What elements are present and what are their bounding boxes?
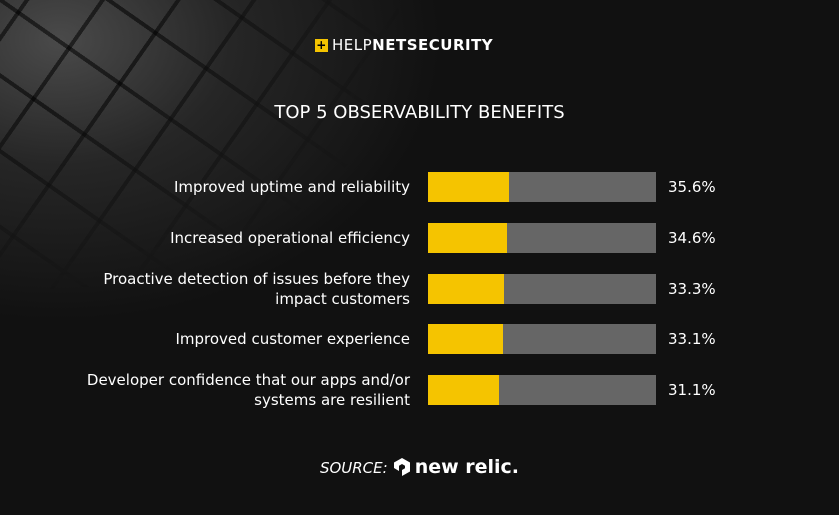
category-label: Increased operational efficiency [170,228,410,247]
brand-bold: NETSECURITY [372,36,494,54]
chart-title: TOP 5 OBSERVABILITY BENEFITS [274,102,565,123]
bar-track [428,222,656,253]
bar [428,222,507,253]
category-label: Improved uptime and reliability [173,178,410,196]
source-name: new relic. [414,456,520,478]
category-label: Developer confidence that our apps and/o… [86,371,410,410]
value-label: 33.1% [668,330,716,349]
brand-logo: + HELP NETSECURITY [315,36,493,54]
category-label: Improved customer experience [175,330,410,349]
value-label: 35.6% [668,178,716,196]
bar [428,273,504,304]
background-pattern [0,0,420,300]
bar-track [428,273,656,304]
bar [428,324,504,355]
source-label: SOURCE: [319,459,388,477]
category-label: Proactive detection of issues before the… [103,269,410,308]
brand-light: HELP [332,36,373,54]
bar-track [428,375,656,406]
bar [428,172,510,202]
bar-track [428,324,656,355]
source: SOURCE: new relic. [0,456,839,478]
value-label: 31.1% [668,381,716,400]
value-label: 34.6% [668,228,716,247]
source-icon [393,458,410,476]
value-label: 33.3% [668,279,716,298]
bar-track [428,172,656,202]
bar [428,375,499,406]
logo-icon: + [315,37,328,52]
